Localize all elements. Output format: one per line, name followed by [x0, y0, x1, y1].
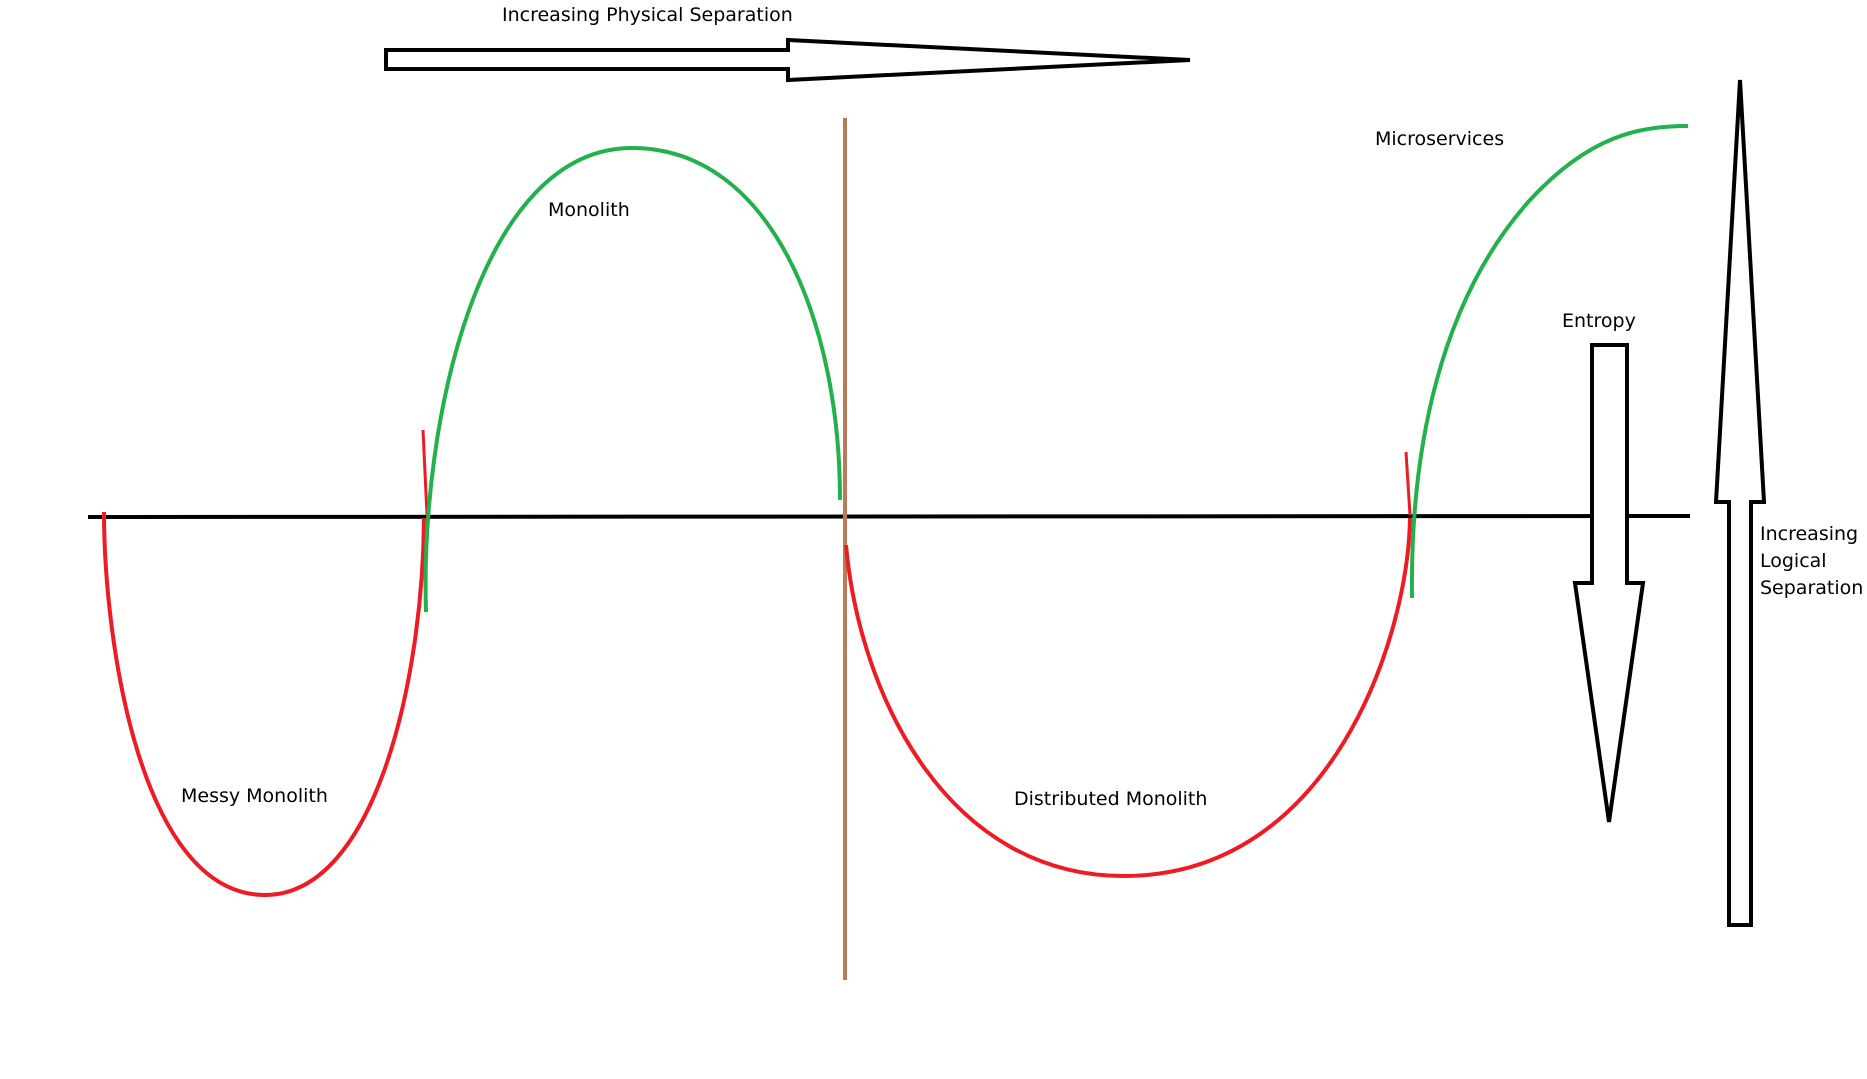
horizontal-axis	[87, 514, 1691, 519]
logical-separation-arrow	[1713, 79, 1767, 927]
entropy-label: Entropy	[1562, 310, 1636, 332]
logical-separation-label-line-1: Increasing	[1760, 523, 1858, 545]
physical-separation-label: Increasing Physical Separation	[502, 4, 793, 26]
messy-monolith-curve	[102, 511, 426, 898]
distributed-monolith-tick	[1404, 451, 1412, 516]
distributed-monolith-curve	[844, 517, 1412, 879]
physical-separation-arrow	[384, 37, 1191, 83]
monolith-curve	[423, 145, 842, 613]
microservices-curve	[1409, 124, 1689, 599]
messy-monolith-tick	[421, 429, 429, 516]
distributed-monolith-label: Distributed Monolith	[1014, 788, 1207, 810]
entropy-arrow	[1572, 343, 1646, 823]
messy-monolith-label: Messy Monolith	[181, 785, 328, 807]
logical-separation-label-line-2: Logical	[1760, 550, 1827, 572]
microservices-label: Microservices	[1375, 128, 1504, 150]
monolith-label: Monolith	[548, 199, 630, 221]
logical-separation-label-line-3: Separation	[1760, 577, 1863, 599]
